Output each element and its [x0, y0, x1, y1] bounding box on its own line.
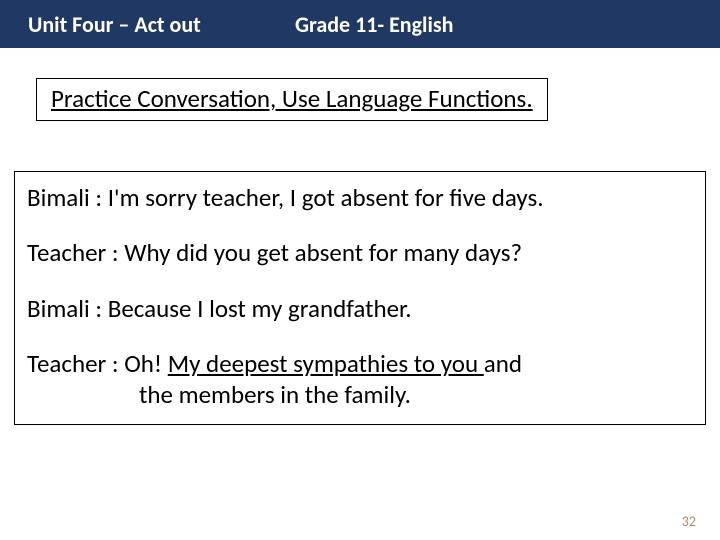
subtitle-box: Practice Conversation, Use Language Func… — [36, 78, 548, 121]
page-number: 32 — [682, 513, 696, 530]
dialogue-box: Bimali : I'm sorry teacher, I got absent… — [14, 171, 706, 425]
dialogue-line-4: Teacher : Oh! My deepest sympathies to y… — [27, 348, 693, 411]
header-bar: Unit Four – Act out Grade 11- English — [0, 0, 720, 48]
line4-underlined: My deepest sympathies to you — [168, 348, 484, 379]
line4-continuation: the members in the family. — [27, 379, 693, 410]
line4-postfix: and — [484, 348, 522, 379]
dialogue-line-2: Teacher : Why did you get absent for man… — [27, 237, 693, 268]
subtitle-text: Practice Conversation, Use Language Func… — [51, 83, 533, 114]
dialogue-line-1: Bimali : I'm sorry teacher, I got absent… — [27, 182, 693, 213]
unit-title: Unit Four – Act out — [0, 11, 295, 38]
dialogue-line-3: Bimali : Because I lost my grandfather. — [27, 293, 693, 324]
grade-title: Grade 11- English — [295, 11, 720, 38]
line4-prefix: Teacher : Oh! — [27, 348, 168, 379]
